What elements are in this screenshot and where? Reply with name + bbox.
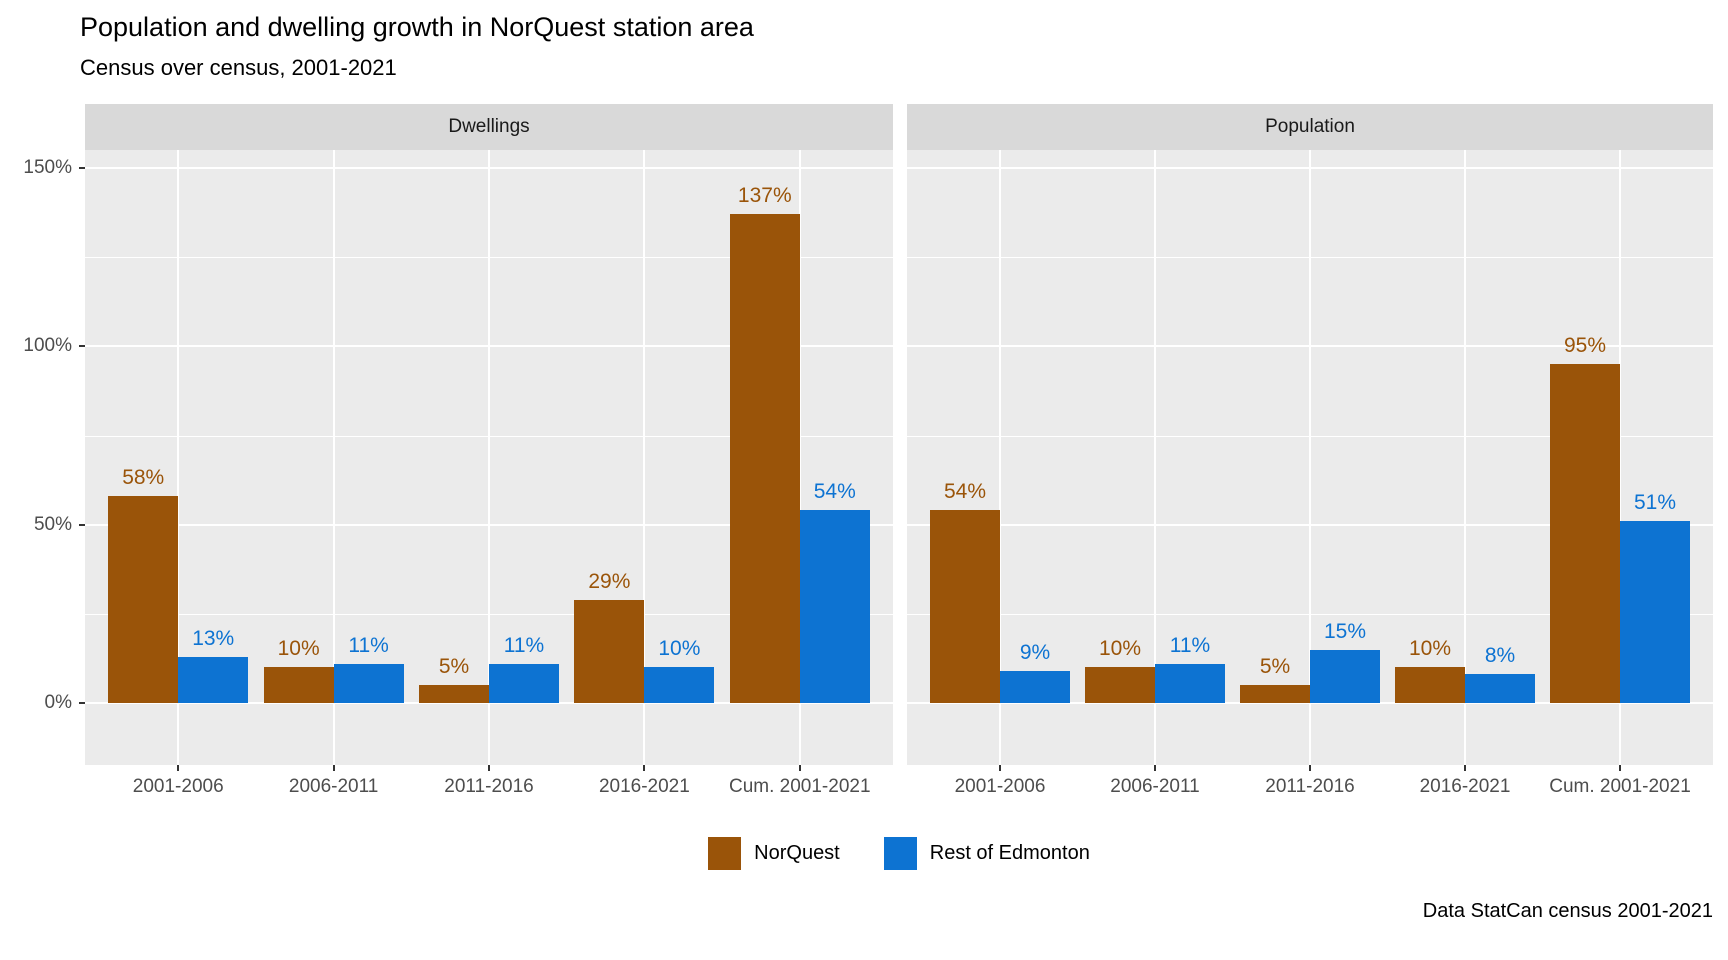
legend: NorQuest Rest of Edmonton <box>85 833 1713 873</box>
x-axis-tick-label: Cum. 2001-2021 <box>728 776 871 797</box>
bar-norquest <box>419 685 489 703</box>
x-axis-tick <box>1619 765 1621 771</box>
bar-rest-of-edmonton <box>1000 670 1070 703</box>
x-axis-tick <box>332 765 335 771</box>
legend-label: Rest of Edmonton <box>929 841 1090 864</box>
x-axis-tick-label: 2016-2021 <box>1419 776 1511 797</box>
bar-rest-of-edmonton <box>1465 674 1535 703</box>
bar-rest-of-edmonton <box>1310 649 1380 703</box>
legend-swatch-norquest <box>708 836 742 870</box>
bar-label: 11% <box>503 633 545 657</box>
y-axis-tick-label: 100% <box>23 335 72 357</box>
chart-title: Population and dwelling growth in NorQue… <box>80 12 754 42</box>
y-axis-tick-label: 150% <box>23 157 72 178</box>
gridline-major <box>177 150 180 765</box>
bar-norquest <box>263 667 334 703</box>
x-axis-tick <box>999 765 1001 771</box>
legend-label: NorQuest <box>754 841 840 864</box>
x-axis-tick <box>177 765 180 771</box>
bar-label: 95% <box>1563 334 1607 358</box>
bar-label: 13% <box>192 626 235 650</box>
y-axis-tick <box>79 345 85 348</box>
x-axis-tick <box>488 765 490 771</box>
x-axis-tick-label: 2006-2011 <box>288 776 379 797</box>
bar-label: 5% <box>438 655 470 679</box>
bar-rest-of-edmonton <box>489 663 559 703</box>
bar-label: 8% <box>1484 644 1516 668</box>
plot-area: 0% 50% 100% 150% Dwellings 58% 10% 5% 29% 137% 13%… <box>0 104 1728 810</box>
y-axis-tick-label: 0% <box>44 692 72 713</box>
bar-rest-of-edmonton <box>1620 521 1690 703</box>
x-axis-tick <box>1154 765 1156 771</box>
bar-label: 9% <box>1019 640 1051 664</box>
x-axis-tick <box>1464 765 1466 771</box>
bar-label: 11% <box>348 633 389 657</box>
bar-norquest <box>1550 364 1620 703</box>
facet-panel: 58% 10% 5% 29% 137% 13% 11% 11% 10% 54% <box>85 150 893 765</box>
x-axis-tick-label: Cum. 2001-2021 <box>1549 776 1691 797</box>
bar-rest-of-edmonton <box>333 663 404 703</box>
facet-panel: 54% 10% 5% 10% 95% 9% 11% 15% 8% 51% <box>907 150 1713 765</box>
x-axis-tick-label: 2001-2006 <box>954 776 1046 797</box>
x-axis-tick-label: 2006-2011 <box>1110 776 1200 797</box>
bar-rest-of-edmonton <box>799 510 870 703</box>
chart-subtitle: Census over census, 2001-2021 <box>80 55 397 80</box>
y-axis-tick-label: 50% <box>33 513 72 535</box>
bar-norquest <box>574 599 645 703</box>
gridline-major <box>999 150 1001 765</box>
facet-strip: Dwellings <box>85 104 893 150</box>
bar-label: 10% <box>1408 637 1452 661</box>
legend-swatch-rest-of-edmonton <box>883 836 917 870</box>
gridline-major <box>643 150 646 765</box>
bar-label: 137% <box>737 184 792 208</box>
x-axis-tick <box>1309 765 1311 771</box>
x-axis-tick-label: 2011-2016 <box>1265 776 1355 797</box>
facet-strip-label: Dwellings <box>448 116 530 137</box>
bar-norquest <box>108 496 179 703</box>
bar-label: 10% <box>658 637 701 661</box>
gridline-major <box>1309 150 1311 765</box>
bar-norquest <box>1085 667 1155 703</box>
bar-label: 10% <box>277 637 320 661</box>
chart-caption: Data StatCan census 2001-2021 <box>1422 900 1713 922</box>
bar-label: 15% <box>1323 619 1367 643</box>
bar-rest-of-edmonton <box>644 667 715 703</box>
y-axis-tick <box>79 167 85 169</box>
bar-label: 5% <box>1259 655 1291 679</box>
gridline-major <box>798 150 801 765</box>
bar-label: 51% <box>1633 491 1677 515</box>
x-axis-tick-label: 2016-2021 <box>598 776 690 797</box>
bar-label: 54% <box>813 480 856 504</box>
x-axis-tick-label: 2011-2016 <box>444 776 534 797</box>
x-axis-tick <box>798 765 801 771</box>
facet-strip-label: Population <box>1265 116 1355 137</box>
x-axis-tick-label: 2001-2006 <box>132 776 224 797</box>
bar-label: 58% <box>122 466 165 490</box>
legend-item: NorQuest <box>708 836 840 870</box>
bar-norquest <box>1240 685 1310 703</box>
bar-norquest <box>729 214 800 703</box>
bar-label: 54% <box>943 480 987 504</box>
y-axis-tick <box>79 523 85 526</box>
legend-item: Rest of Edmonton <box>883 836 1090 870</box>
bar-label: 10% <box>1098 637 1142 661</box>
gridline-major <box>1154 150 1156 765</box>
gridline-major <box>1619 150 1621 765</box>
bar-norquest <box>1395 667 1465 703</box>
bar-label: 11% <box>1169 633 1211 657</box>
bar-label: 29% <box>588 569 631 593</box>
gridline-major <box>488 150 490 765</box>
y-axis-tick <box>79 702 85 704</box>
gridline-major <box>332 150 335 765</box>
gridline-major <box>1464 150 1466 765</box>
x-axis-tick <box>643 765 646 771</box>
bar-rest-of-edmonton <box>1155 663 1225 703</box>
bar-rest-of-edmonton <box>178 656 249 703</box>
bar-norquest <box>930 510 1000 703</box>
facet-strip: Population <box>907 104 1713 150</box>
